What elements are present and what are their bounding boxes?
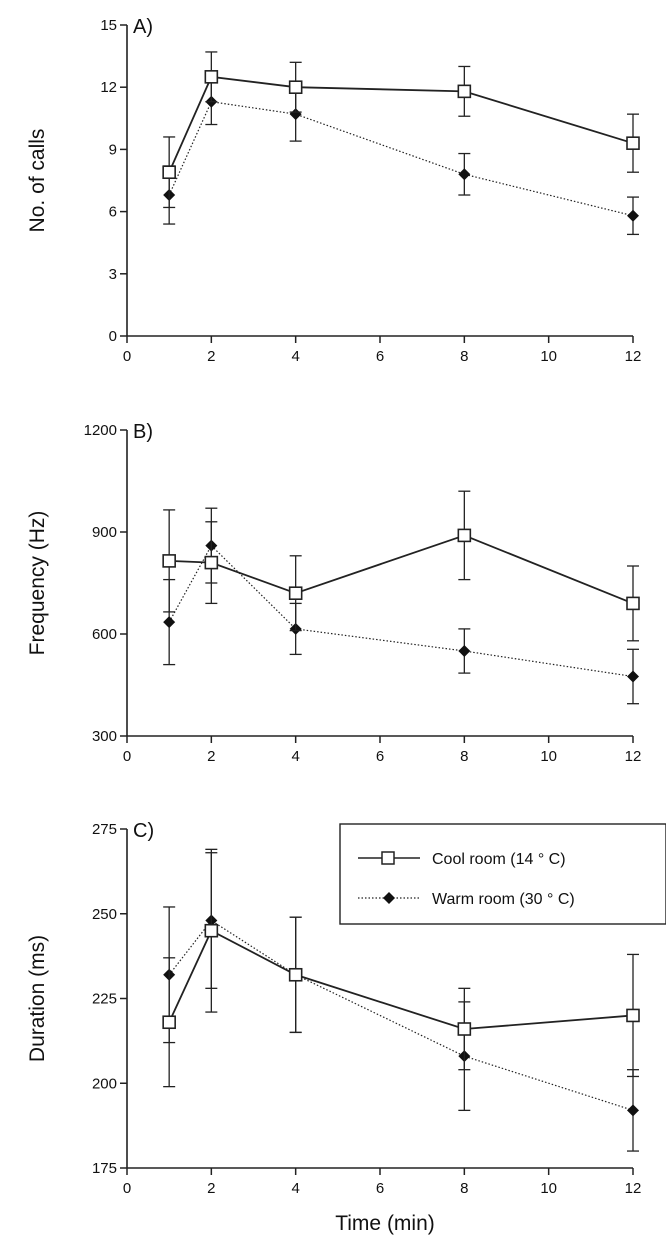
legend-label-cool: Cool room (14 ° C) — [432, 851, 566, 868]
data-point-cool — [162, 1015, 176, 1030]
data-point-warm — [458, 168, 471, 181]
y-tick-label: 250 — [92, 906, 117, 923]
x-tick-label: 12 — [625, 1180, 642, 1197]
x-tick-label: 6 — [376, 748, 384, 765]
y-axis-label: Duration (ms) — [26, 935, 49, 1062]
data-point-warm — [163, 616, 176, 629]
y-tick-label: 225 — [92, 991, 117, 1008]
y-tick-label: 0 — [109, 328, 117, 345]
y-axis-label: No. of calls — [26, 129, 49, 233]
x-axis-label: Time (min) — [335, 1212, 435, 1235]
data-point-warm — [458, 645, 471, 657]
x-tick-label: 8 — [460, 1180, 468, 1197]
data-point-cool — [162, 554, 176, 568]
x-tick-label: 0 — [123, 1180, 131, 1197]
legend-label-warm: Warm room (30 ° C) — [432, 891, 575, 908]
data-point-cool — [288, 967, 303, 982]
chart-panel-a: 0 3 6 9 12 15 0 2 4 6 8 10 12 A) No. of calls — [26, 16, 641, 365]
y-tick-label: 275 — [92, 821, 117, 838]
series-line-warm — [168, 544, 634, 678]
chart-panel-c: 175 200 225 250 275 0 2 4 6 8 10 12 C) Duration (ms) — [26, 820, 641, 1197]
legend: Cool room (14 ° C) Warm room (30 ° C) — [339, 823, 666, 925]
x-tick-label: 12 — [625, 348, 642, 365]
x-tick-label: 4 — [291, 348, 299, 365]
x-tick-label: 6 — [376, 1180, 384, 1197]
x-tick-label: 0 — [123, 348, 131, 365]
x-tick-label: 2 — [207, 748, 215, 765]
legend-marker-warm — [383, 892, 395, 904]
legend-box — [339, 823, 666, 925]
x-tick-label: 2 — [207, 348, 215, 365]
x-tick-label: 10 — [540, 1180, 557, 1197]
panel-label: B) — [133, 421, 153, 443]
y-axis-label: Frequency (Hz) — [26, 511, 49, 656]
y-tick-label: 1200 — [84, 422, 117, 439]
x-tick-label: 8 — [460, 748, 468, 765]
data-point-cool — [204, 70, 219, 84]
x-tick-label: 10 — [540, 348, 557, 365]
y-tick-label: 3 — [109, 266, 117, 283]
y-tick-label: 300 — [92, 728, 117, 745]
y-tick-label: 900 — [92, 524, 117, 541]
series-line-cool — [168, 75, 634, 173]
x-tick-label: 10 — [540, 748, 557, 765]
y-tick-label: 6 — [109, 204, 117, 221]
y-tick-label: 175 — [92, 1160, 117, 1177]
x-tick-label: 8 — [460, 348, 468, 365]
x-tick-label: 6 — [376, 348, 384, 365]
x-tick-label: 4 — [291, 748, 299, 765]
data-point-cool — [457, 528, 472, 543]
y-tick-label: 9 — [109, 141, 117, 158]
data-point-cool — [626, 596, 640, 611]
x-tick-label: 12 — [625, 748, 642, 765]
data-point-warm — [627, 670, 639, 683]
y-tick-label: 12 — [100, 79, 117, 96]
data-point-cool — [204, 555, 219, 570]
data-point-cool — [162, 165, 176, 180]
y-tick-label: 600 — [92, 626, 117, 643]
chart-panel-b: 300 600 900 1200 0 2 4 6 8 10 12 B) Frequency (Hz) — [26, 421, 641, 765]
series-line-warm — [168, 101, 634, 217]
data-point-cool — [288, 80, 303, 94]
panel-label: C) — [133, 820, 154, 842]
data-point-cool — [204, 923, 219, 938]
x-tick-label: 4 — [291, 1180, 299, 1197]
y-tick-label: 200 — [92, 1075, 117, 1092]
data-point-warm — [289, 108, 302, 121]
data-point-cool — [457, 84, 472, 99]
data-point-cool — [626, 136, 640, 150]
x-tick-label: 2 — [207, 1180, 215, 1197]
panel-label: A) — [133, 16, 153, 38]
series-line-warm — [168, 919, 634, 1111]
data-point-warm — [627, 1104, 639, 1117]
data-point-cool — [288, 586, 303, 601]
series-line-cool — [168, 929, 634, 1030]
series-line-cool — [169, 534, 634, 605]
data-point-cool — [457, 1022, 472, 1036]
data-point-cool — [626, 1008, 640, 1023]
legend-marker-cool — [381, 851, 395, 865]
x-tick-label: 0 — [123, 748, 131, 765]
data-point-warm — [627, 209, 639, 222]
y-tick-label: 15 — [100, 17, 117, 34]
